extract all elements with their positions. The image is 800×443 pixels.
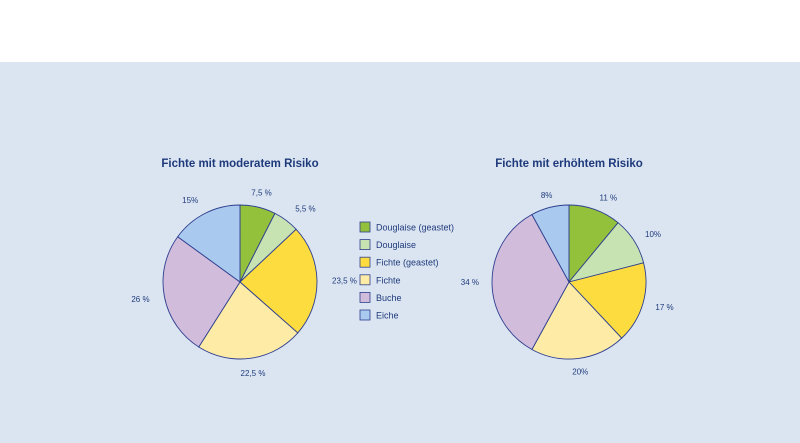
slice-label-elevated-1: 11 %: [600, 193, 618, 202]
pie-slice-moderate-3: [239, 228, 318, 334]
legend-label-5: Buche: [376, 293, 402, 303]
pie-elevated: 11 % 10% 17 % 20% 34 % 8%: [461, 191, 674, 376]
legend-label-2: Douglaise: [376, 240, 416, 250]
slice-label-moderate-2: 5,5 %: [295, 204, 315, 213]
slice-label-moderate-3: 23,5 %: [332, 277, 357, 286]
legend-label-3: Fichte (geastet): [376, 258, 439, 268]
pie-slice-moderate-6: [177, 204, 241, 283]
pie-slice-elevated-4: [531, 281, 623, 360]
slice-label-elevated-3: 17 %: [655, 303, 673, 312]
pie-slice-elevated-3: [568, 262, 647, 339]
legend: Douglaise (geastet) Douglaise Fichte (geas…: [359, 221, 454, 321]
slice-label-elevated-4: 20%: [572, 367, 588, 376]
legend-swatch-1: [359, 221, 371, 233]
legend-swatch-3: [359, 256, 371, 268]
legend-swatch-6: [359, 309, 371, 321]
slice-label-moderate-1: 7,5 %: [251, 189, 271, 198]
chart-title-moderate: Fichte mit moderatem Risiko: [161, 158, 318, 170]
chart-title-elevated: Fichte mit erhöhtem Risiko: [495, 158, 643, 170]
pie-slice-elevated-5: [491, 213, 570, 351]
legend-label-6: Eiche: [376, 311, 399, 321]
legend-swatch-4: [359, 274, 371, 286]
slice-label-elevated-6: 8%: [541, 191, 553, 200]
slice-label-moderate-5: 26 %: [131, 295, 149, 304]
slice-label-elevated-5: 34 %: [461, 278, 479, 287]
pie-slice-elevated-6: [531, 204, 570, 283]
slice-label-moderate-6: 15%: [182, 196, 198, 205]
chart-panel: [0, 62, 800, 443]
pie-moderate: 7,5 % 5,5 % 23,5 % 22,5 % 26 % 15%: [131, 189, 357, 379]
legend-label-1: Douglaise (geastet): [376, 223, 454, 233]
legend-label-4: Fichte: [376, 275, 401, 285]
slice-label-elevated-2: 10%: [645, 230, 661, 239]
pie-slice-moderate-5: [162, 236, 241, 348]
legend-swatch-2: [359, 239, 371, 251]
slice-label-moderate-4: 22,5 %: [241, 369, 266, 378]
legend-swatch-5: [359, 291, 371, 303]
top-band: [0, 0, 800, 62]
pie-slice-moderate-4: [198, 281, 299, 360]
